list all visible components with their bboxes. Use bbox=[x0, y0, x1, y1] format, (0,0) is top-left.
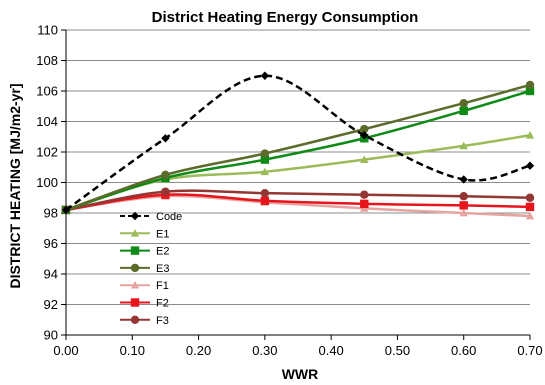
x-tick-label: 0.70 bbox=[517, 343, 542, 358]
data-point bbox=[161, 187, 170, 196]
series-layer bbox=[61, 71, 535, 220]
y-tick-label: 104 bbox=[36, 114, 58, 129]
x-tick-label: 0.10 bbox=[120, 343, 145, 358]
data-point bbox=[260, 167, 270, 176]
y-tick-label: 108 bbox=[36, 53, 58, 68]
y-axis-title: DISTRICT HEATING [MJ/m2-yr] bbox=[7, 83, 23, 288]
legend-marker bbox=[130, 229, 140, 237]
data-point bbox=[260, 188, 270, 198]
axes bbox=[61, 29, 531, 340]
legend: Code E1 E2 E3 F1 F2 F3 bbox=[120, 211, 182, 327]
x-tick-label: 0.00 bbox=[53, 343, 78, 358]
data-point bbox=[360, 155, 369, 163]
x-tick-label: 0.20 bbox=[186, 343, 211, 358]
data-point bbox=[459, 99, 468, 108]
legend-label: Code bbox=[156, 211, 182, 223]
y-tick-label: 94 bbox=[44, 267, 58, 282]
legend-label: E2 bbox=[156, 246, 169, 258]
x-tick-label: 0.50 bbox=[385, 343, 410, 358]
y-tick-label: 100 bbox=[36, 175, 58, 190]
data-point bbox=[360, 199, 369, 209]
data-point bbox=[360, 124, 369, 134]
x-axis-title: WWR bbox=[282, 366, 319, 382]
legend-label: E1 bbox=[156, 228, 169, 240]
data-point bbox=[525, 80, 535, 90]
legend-item-f2: F2 bbox=[120, 298, 169, 310]
legend-marker bbox=[130, 298, 140, 307]
y-tick-label: 102 bbox=[36, 145, 58, 160]
y-tick-label: 110 bbox=[37, 23, 58, 38]
data-point bbox=[61, 205, 71, 215]
gridlines bbox=[66, 29, 530, 336]
x-tick-label: 0.40 bbox=[318, 343, 343, 358]
y-tick-label: 92 bbox=[44, 297, 58, 312]
data-point bbox=[459, 201, 468, 210]
legend-item-f1: F1 bbox=[120, 280, 169, 292]
x-tick-label: 0.30 bbox=[252, 343, 277, 358]
legend-item-e2: E2 bbox=[120, 246, 169, 258]
legend-marker bbox=[130, 263, 140, 273]
y-tick-label: 98 bbox=[44, 206, 58, 221]
data-point bbox=[459, 175, 468, 184]
legend-label: F2 bbox=[156, 298, 169, 310]
data-point bbox=[525, 211, 535, 220]
data-point bbox=[525, 202, 535, 212]
y-tick-label: 96 bbox=[44, 236, 58, 251]
data-point bbox=[360, 190, 369, 199]
data-point bbox=[525, 131, 535, 139]
legend-marker bbox=[130, 246, 140, 255]
legend-item-code: Code bbox=[120, 211, 182, 223]
data-point bbox=[260, 71, 270, 80]
x-tick-label: 0.60 bbox=[451, 343, 476, 358]
series-f3 bbox=[61, 187, 535, 215]
chart-title: District Heating Energy Consumption bbox=[152, 9, 419, 26]
legend-item-e3: E3 bbox=[120, 263, 169, 275]
data-point bbox=[161, 134, 170, 143]
data-point bbox=[360, 131, 369, 140]
data-point bbox=[459, 106, 468, 116]
legend-marker bbox=[130, 211, 140, 221]
data-point bbox=[260, 149, 270, 158]
data-point bbox=[161, 170, 170, 180]
legend-label: E3 bbox=[156, 263, 169, 275]
y-tick-label: 90 bbox=[44, 328, 58, 343]
data-point bbox=[260, 155, 270, 164]
legend-item-f3: F3 bbox=[120, 315, 169, 327]
legend-item-e1: E1 bbox=[120, 228, 169, 240]
tick-labels: 90 92 94 96 98 100 102 104 106 108 110 0.00 0.10 0.20… bbox=[36, 23, 542, 359]
data-point bbox=[525, 161, 535, 170]
data-point bbox=[525, 86, 535, 96]
data-point bbox=[525, 193, 535, 202]
y-tick-label: 106 bbox=[36, 84, 58, 99]
data-point bbox=[459, 192, 468, 201]
legend-marker bbox=[130, 281, 140, 289]
data-point bbox=[260, 196, 270, 205]
legend-marker bbox=[130, 315, 140, 324]
data-point bbox=[459, 141, 468, 150]
series-code bbox=[61, 71, 535, 215]
series-line bbox=[65, 74, 531, 211]
data-point bbox=[459, 208, 468, 217]
legend-label: F1 bbox=[156, 280, 169, 292]
legend-label: F3 bbox=[156, 315, 169, 327]
